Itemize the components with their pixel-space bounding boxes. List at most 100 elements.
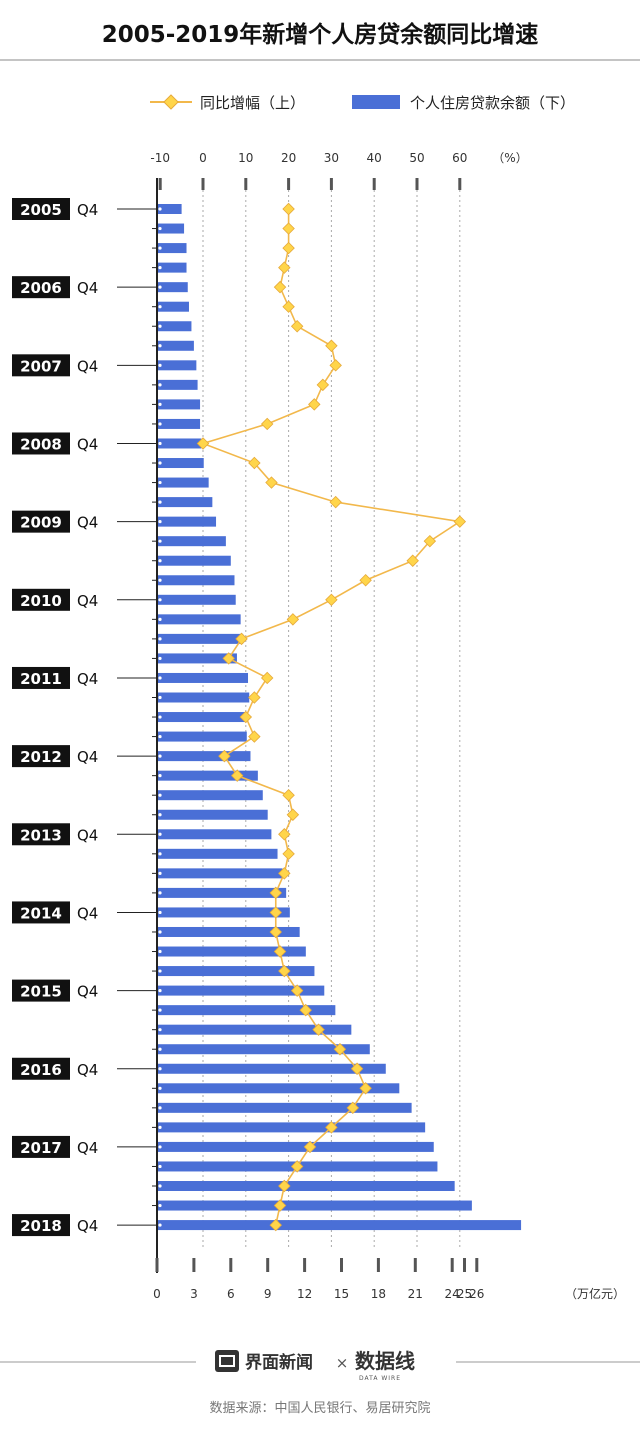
bar [157,653,237,664]
year-label-box [12,432,70,455]
bar [157,1141,434,1152]
top-tick-label: 20 [281,151,296,165]
left-tick-dot [158,559,162,563]
growth-marker [316,378,330,392]
growth-marker [269,1218,282,1232]
growth-marker [260,671,274,685]
growth-marker [269,886,282,900]
growth-marker [278,261,291,274]
bar [157,516,217,527]
left-tick-dot [158,949,162,954]
left-tick-dot [158,1184,162,1188]
bar [157,321,192,332]
growth-marker [359,574,372,587]
growth-marker [325,339,338,353]
quarter-label: Q4 [77,904,98,922]
bar [157,946,306,957]
top-tick-label: 0 [199,151,207,165]
left-tick-dot [158,930,162,934]
growth-marker [248,456,261,470]
year-label: 2017 [20,1139,62,1157]
growth-marker [325,1121,338,1134]
bar [157,692,250,703]
bar [157,360,197,371]
left-tick-dot [158,1067,162,1071]
bottom-axis-unit: （万亿元） [565,1286,625,1301]
growth-marker [196,437,210,450]
growth-marker [308,398,321,411]
left-tick-dot [158,871,162,875]
growth-marker [282,847,295,861]
growth-marker [303,1140,317,1154]
growth-marker [239,710,253,724]
bar [157,770,258,781]
growth-marker [273,1199,287,1212]
left-tick-dot [158,520,162,524]
growth-marker [235,632,248,646]
bar [157,887,287,898]
left-tick-dot [158,676,162,680]
left-tick-dot [158,1203,162,1208]
growth-marker [299,1003,312,1017]
left-tick-dot [158,774,162,778]
left-tick-dot [158,1086,162,1090]
quarter-label: Q4 [77,279,98,297]
bar [157,497,213,508]
left-tick-dot [158,441,162,446]
left-tick-dot [158,207,162,211]
year-label-box [12,666,70,689]
bar [157,829,272,840]
bar [157,614,241,625]
year-label: 2018 [20,1217,62,1235]
year-label-box [12,823,70,846]
left-tick-dot [158,754,162,758]
growth-marker [282,202,295,216]
bar [157,340,194,351]
left-tick-dot [158,226,162,231]
growth-marker [282,222,295,235]
left-tick-dot [158,852,162,856]
growth-marker [260,417,274,431]
left-tick-dot [158,715,162,719]
left-tick-dot [158,695,162,700]
growth-marker [312,1023,325,1036]
left-tick-dot [158,363,162,367]
growth-marker [282,788,295,802]
left-tick-dot [158,578,162,582]
year-label: 2011 [20,670,62,688]
bar [157,672,249,683]
left-tick-dot [158,1047,162,1051]
top-axis: -10 0 10 20 30 40 50 60 （%） [150,151,528,190]
growth-marker [329,495,342,509]
bar [157,1122,426,1133]
bar [157,575,235,586]
legend-bar-label: 个人住房贷款余额（下） [410,94,575,112]
year-label: 2016 [20,1061,62,1079]
footer-logo-right: 数据线 [355,1349,415,1373]
growth-marker [222,652,235,665]
left-tick-dot [158,969,162,973]
left-tick-dot [158,461,162,465]
bar [157,790,263,801]
growth-marker [282,241,295,255]
bottom-tick-label: 18 [371,1287,386,1301]
growth-marker [278,828,291,841]
year-label-box [12,198,70,220]
left-tick-dot [158,656,162,661]
year-label-box [12,1135,70,1158]
year-label-box [12,1057,70,1080]
year-label: 2013 [20,826,62,844]
top-axis-unit: （%） [492,151,527,165]
growth-marker [265,476,278,489]
bar [157,907,290,918]
left-tick-dot [158,480,162,485]
footer-source: 数据来源：中国人民银行、易居研究院 [209,1401,430,1416]
bar [157,458,204,469]
bar [157,712,247,723]
left-tick-dot [158,246,162,250]
bar [157,966,315,977]
bar [157,868,283,879]
growth-marker [329,359,342,372]
